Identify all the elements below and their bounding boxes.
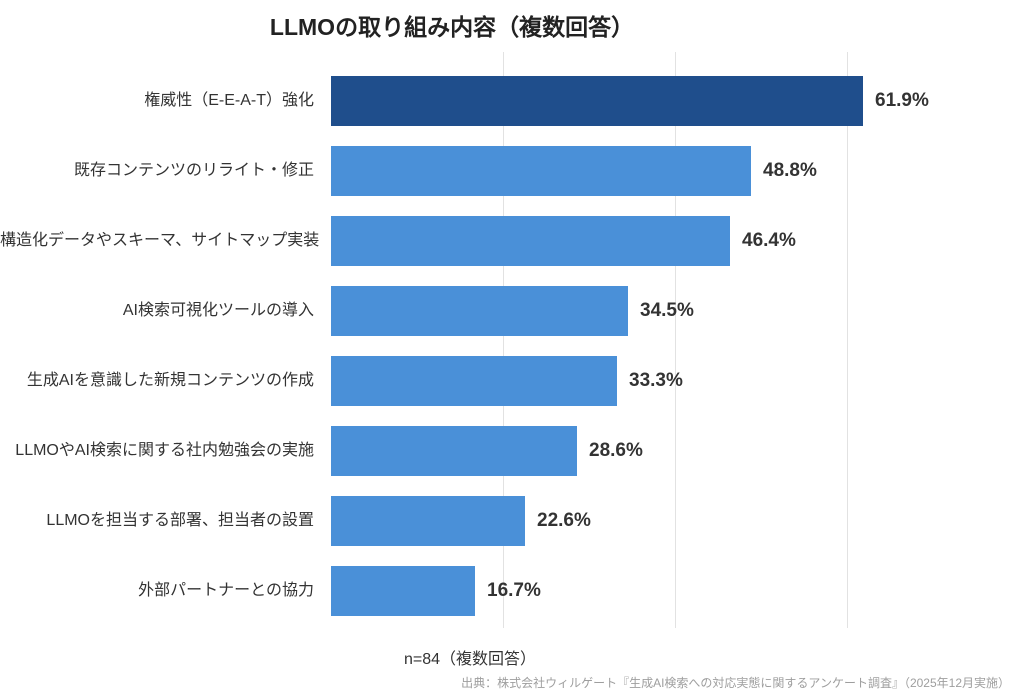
chart-title: LLMOの取り組み内容（複数回答） (269, 14, 635, 40)
category-label: LLMOやAI検索に関する社内勉強会の実施 (15, 442, 314, 459)
source-attribution: 出典：株式会社ウィルゲート『生成AI検索への対応実態に関するアンケート調査』（2… (461, 676, 1010, 690)
value-label: 48.8% (763, 160, 817, 181)
gridline (503, 52, 504, 628)
category-label: LLMOを担当する部署、担当者の設置 (46, 512, 314, 529)
bar (331, 356, 617, 406)
bar (331, 216, 730, 266)
value-label: 33.3% (629, 370, 683, 391)
bar (331, 426, 577, 476)
value-label: 61.9% (875, 90, 929, 111)
gridline (847, 52, 848, 628)
category-label: 外部パートナーとの協力 (138, 582, 314, 599)
bar (331, 76, 863, 126)
category-label: 権威性（E-E-A-T）強化 (144, 92, 314, 109)
bar (331, 146, 751, 196)
bar (331, 286, 628, 336)
category-label: AI検索可視化ツールの導入 (122, 302, 314, 319)
value-label: 22.6% (537, 510, 591, 531)
value-label: 34.5% (640, 300, 694, 321)
value-label: 46.4% (742, 230, 796, 251)
bar (331, 496, 525, 546)
value-label: 16.7% (487, 580, 541, 601)
bar (331, 566, 475, 616)
value-label: 28.6% (589, 440, 643, 461)
category-label: 生成AIを意識した新規コンテンツの作成 (26, 372, 314, 389)
sample-size-note: n=84（複数回答） (403, 651, 537, 668)
gridline (675, 52, 676, 628)
category-label: 構造化データやスキーマ、サイトマップ実装 (0, 232, 320, 249)
category-label: 既存コンテンツのリライト・修正 (73, 162, 314, 179)
